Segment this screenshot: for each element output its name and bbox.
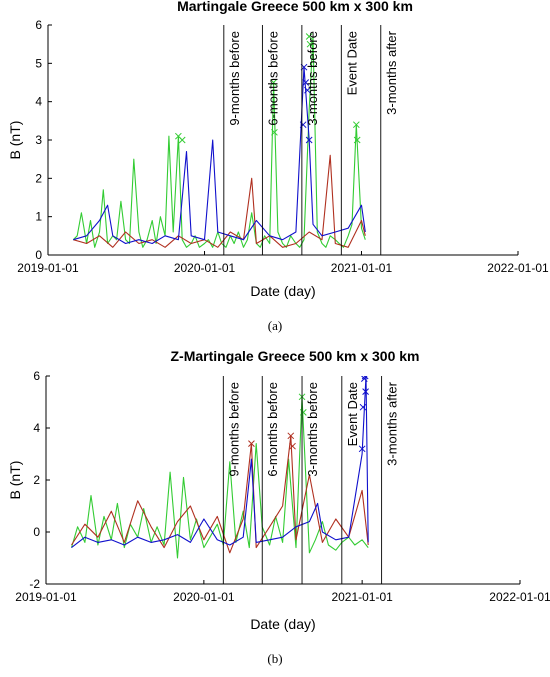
series-line-green <box>70 396 369 559</box>
event-label: 6-months before <box>265 31 280 126</box>
y-tick-label: 4 <box>35 95 42 109</box>
x-tick-label: 2019-01-01 <box>17 261 79 275</box>
cross-marker-green <box>305 33 313 40</box>
y-tick-label: 1 <box>35 210 42 224</box>
cross-marker-blue <box>361 376 369 380</box>
y-tick-label: 0 <box>33 525 40 539</box>
series-line-blue <box>71 376 369 549</box>
cross-marker-green <box>353 136 361 144</box>
event-label: 3-months after <box>385 381 400 465</box>
cross-marker-blue <box>302 79 310 86</box>
series-line-green <box>72 35 366 248</box>
series-line-red <box>73 154 366 248</box>
y-tick-label: 2 <box>33 473 40 487</box>
x-tick-label: 2019-01-01 <box>15 590 77 604</box>
cross-marker-red <box>289 442 296 450</box>
plot-area <box>72 33 366 248</box>
cross-marker-green <box>299 409 307 416</box>
cross-marker-blue <box>305 136 313 144</box>
chart-panel-b: Z-Martingale Greece 500 km x 300 km 9-mon… <box>7 348 550 666</box>
y-tick-label: 0 <box>35 248 42 262</box>
cross-marker-green <box>271 128 278 136</box>
event-label: Event Date <box>344 31 359 95</box>
cross-marker-blue <box>304 86 311 94</box>
x-tick-label: 2021-01-01 <box>331 261 393 275</box>
event-label: 3-months after <box>384 30 399 114</box>
y-tick-label: 6 <box>35 18 42 32</box>
cross-marker-blue <box>358 445 366 453</box>
cross-marker-green <box>352 121 360 129</box>
chart-title: Z-Martingale Greece 500 km x 300 km <box>170 348 419 364</box>
series-line-blue <box>73 66 366 245</box>
cross-marker-blue <box>299 121 307 129</box>
x-tick-label: 2020-01-01 <box>173 590 235 604</box>
y-axis-label: B (nT) <box>7 121 23 160</box>
event-label: Event Date <box>345 382 360 446</box>
event-label: 9-months before <box>226 382 241 477</box>
y-tick-label: 5 <box>35 56 42 70</box>
y-tick-label: 4 <box>33 421 40 435</box>
y-tick-label: 2 <box>35 171 42 185</box>
event-label: 3-months before <box>305 31 320 126</box>
cross-marker-red <box>248 440 255 447</box>
cross-marker-green <box>270 79 277 86</box>
cross-marker-green <box>306 40 314 48</box>
chart-title: Martingale Greece 500 km x 300 km <box>177 0 413 14</box>
event-label: 6-months before <box>265 382 280 477</box>
x-tick-label: 2022-01-01 <box>489 590 550 604</box>
y-tick-label: 3 <box>35 133 42 147</box>
cross-marker-blue <box>362 388 369 395</box>
panel-caption: (a) <box>268 318 282 333</box>
x-axis-label: Date (day) <box>250 616 315 632</box>
event-label: 9-months before <box>227 31 242 126</box>
x-tick-label: 2021-01-01 <box>331 590 393 604</box>
x-axis-label: Date (day) <box>250 283 315 299</box>
x-tick-label: 2020-01-01 <box>174 261 236 275</box>
x-tick-label: 2022-01-01 <box>487 261 549 275</box>
cross-marker-green <box>178 136 186 144</box>
y-axis-label: B (nT) <box>7 461 23 500</box>
chart-panel-a: Martingale Greece 500 km x 300 km 9-month… <box>7 0 549 333</box>
event-label: 3-months before <box>305 382 320 477</box>
panel-caption: (b) <box>267 651 282 666</box>
plot-area <box>70 376 369 559</box>
y-tick-label: 6 <box>33 369 40 383</box>
cross-marker-red <box>287 432 295 440</box>
cross-marker-blue <box>359 403 367 411</box>
y-tick-label: -2 <box>29 577 40 591</box>
series-line-red <box>71 435 369 554</box>
